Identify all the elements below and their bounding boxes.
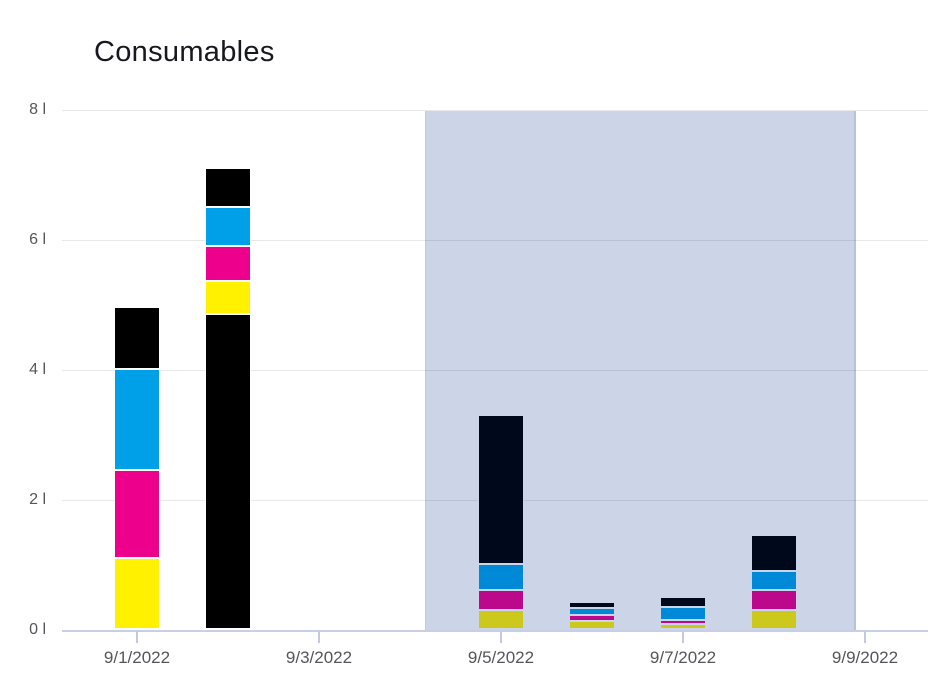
y-gridline: [62, 240, 928, 241]
bar-segment-cyan[interactable]: [115, 370, 159, 469]
y-gridline: [62, 370, 928, 371]
bar-segment-black[interactable]: [479, 415, 523, 563]
bar-stack: [661, 597, 705, 628]
bar-segment-black[interactable]: [115, 308, 159, 368]
bar-stack: [752, 535, 796, 628]
x-axis-line: [62, 630, 928, 632]
bar-stack: [570, 602, 614, 628]
chart-title: Consumables: [94, 36, 275, 68]
x-axis-label: 9/5/2022: [467, 648, 535, 667]
bar-segment-magenta[interactable]: [479, 591, 523, 609]
bar-stack: [206, 168, 250, 628]
bar-segment-yellow[interactable]: [661, 625, 705, 628]
bar-segment-cyan[interactable]: [206, 207, 250, 245]
y-axis-label: 2 l: [29, 491, 46, 508]
bar-segment-cyan[interactable]: [570, 609, 614, 614]
x-axis-tick: [864, 631, 866, 643]
highlight-band: [425, 111, 857, 630]
bar-segment-black[interactable]: [206, 168, 250, 206]
y-axis-label: 6 l: [29, 231, 46, 248]
y-gridline: [62, 110, 928, 111]
bar-segment-magenta[interactable]: [115, 470, 159, 557]
y-axis-label: 8 l: [29, 101, 46, 118]
x-axis-label: 9/9/2022: [831, 648, 899, 667]
x-axis-label: 9/7/2022: [649, 648, 717, 667]
bar-segment-yellow[interactable]: [115, 558, 159, 628]
bar-segment-cyan[interactable]: [479, 565, 523, 589]
bar-segment-yellow[interactable]: [570, 622, 614, 628]
bar-segment-magenta[interactable]: [752, 591, 796, 609]
bar-segment-black[interactable]: [661, 597, 705, 606]
y-axis-label: 4 l: [29, 361, 46, 378]
bar-segment-cyan[interactable]: [752, 571, 796, 589]
bar-stack: [479, 415, 523, 628]
x-axis-tick: [500, 631, 502, 643]
y-axis-label: 0 l: [29, 621, 46, 638]
x-axis-tick: [318, 631, 320, 643]
bar-segment-magenta[interactable]: [661, 620, 705, 624]
bar-segment-magenta[interactable]: [570, 615, 614, 621]
x-axis-label: 9/3/2022: [285, 648, 353, 667]
bar-segment-yellow[interactable]: [206, 282, 250, 313]
bar-segment-yellow[interactable]: [752, 610, 796, 628]
bar-segment-black[interactable]: [752, 535, 796, 570]
x-axis-tick: [136, 631, 138, 643]
bar-segment-magenta[interactable]: [206, 246, 250, 281]
bar-stack: [115, 308, 159, 628]
x-axis-tick: [682, 631, 684, 643]
x-axis-label: 9/1/2022: [103, 648, 171, 667]
bar-segment-cyan[interactable]: [661, 607, 705, 619]
bar-segment-black[interactable]: [570, 602, 614, 608]
bar-segment-black[interactable]: [206, 314, 250, 628]
bar-segment-yellow[interactable]: [479, 610, 523, 628]
